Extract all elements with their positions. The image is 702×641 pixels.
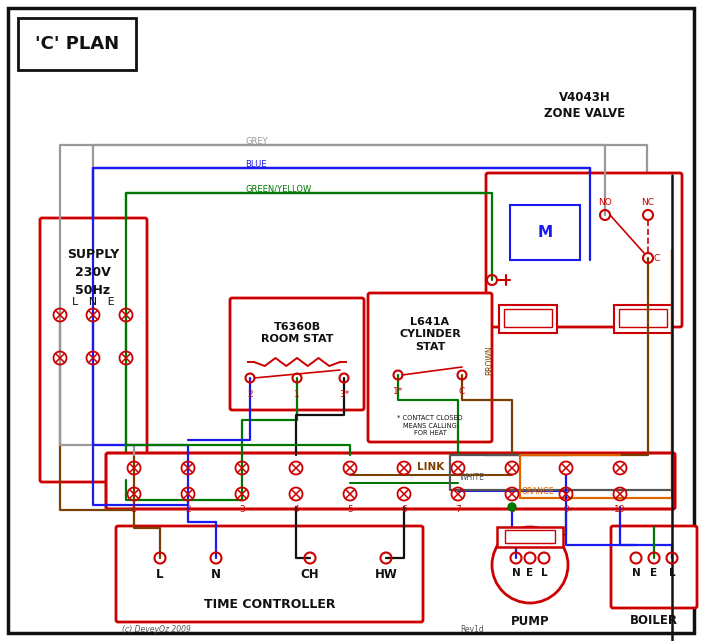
Text: L: L <box>157 568 164 581</box>
Text: C: C <box>654 253 661 263</box>
Text: ORANGE: ORANGE <box>522 488 555 497</box>
Text: N: N <box>632 568 640 578</box>
Bar <box>497 527 563 547</box>
Bar <box>504 309 552 327</box>
Text: TIME CONTROLLER: TIME CONTROLLER <box>204 598 336 611</box>
FancyBboxPatch shape <box>116 526 423 622</box>
Text: L: L <box>541 568 548 578</box>
FancyBboxPatch shape <box>486 173 682 327</box>
Text: 6: 6 <box>401 505 407 514</box>
Text: CH: CH <box>300 568 319 581</box>
Text: L   N   E: L N E <box>72 297 114 307</box>
Text: Rev1d: Rev1d <box>460 625 484 634</box>
Text: LINK: LINK <box>418 462 444 472</box>
Bar <box>499 305 557 333</box>
Text: M: M <box>538 224 552 240</box>
Text: GREEN/YELLOW: GREEN/YELLOW <box>245 185 311 194</box>
Text: SUPPLY
230V
50Hz: SUPPLY 230V 50Hz <box>67 248 119 297</box>
Text: L641A
CYLINDER
STAT: L641A CYLINDER STAT <box>399 317 461 352</box>
Text: 1: 1 <box>131 505 137 514</box>
Text: C: C <box>459 387 465 396</box>
Text: 1*: 1* <box>393 387 403 396</box>
Text: BLUE: BLUE <box>245 160 267 169</box>
Text: BROWN: BROWN <box>486 345 494 375</box>
Bar <box>614 305 672 333</box>
Text: 3: 3 <box>239 505 245 514</box>
Text: 3*: 3* <box>339 390 349 399</box>
Circle shape <box>492 527 568 603</box>
Text: (c) DeveyOz 2009: (c) DeveyOz 2009 <box>122 625 191 634</box>
Bar <box>505 530 555 543</box>
Text: 9: 9 <box>563 505 569 514</box>
Text: 2: 2 <box>185 505 191 514</box>
Text: 5: 5 <box>347 505 353 514</box>
Text: GREY: GREY <box>245 137 267 146</box>
Text: 10: 10 <box>614 505 625 514</box>
Text: NO: NO <box>598 198 612 207</box>
Text: 'C' PLAN: 'C' PLAN <box>35 35 119 53</box>
Text: HW: HW <box>375 568 397 581</box>
FancyBboxPatch shape <box>40 218 147 482</box>
Bar <box>510 205 580 260</box>
Text: PUMP: PUMP <box>510 615 549 628</box>
Text: E: E <box>526 568 534 578</box>
Circle shape <box>508 503 516 511</box>
Text: NC: NC <box>642 198 654 207</box>
Text: * CONTACT CLOSED
MEANS CALLING
FOR HEAT: * CONTACT CLOSED MEANS CALLING FOR HEAT <box>397 415 463 436</box>
FancyBboxPatch shape <box>230 298 364 410</box>
Text: WHITE: WHITE <box>460 474 485 483</box>
Text: 4: 4 <box>293 505 299 514</box>
FancyBboxPatch shape <box>106 453 675 509</box>
Bar <box>619 309 667 327</box>
Text: 7: 7 <box>455 505 461 514</box>
Text: T6360B
ROOM STAT: T6360B ROOM STAT <box>260 322 333 344</box>
Text: N: N <box>512 568 520 578</box>
Text: 1: 1 <box>294 390 300 399</box>
Text: 8: 8 <box>509 505 515 514</box>
Text: V4043H
ZONE VALVE: V4043H ZONE VALVE <box>545 91 625 120</box>
Text: E: E <box>651 568 658 578</box>
Text: N: N <box>211 568 221 581</box>
FancyBboxPatch shape <box>368 293 492 442</box>
Text: L: L <box>669 568 675 578</box>
FancyBboxPatch shape <box>611 526 697 608</box>
Text: BOILER: BOILER <box>630 614 678 627</box>
Bar <box>18 18 136 70</box>
Text: 2: 2 <box>247 390 253 399</box>
